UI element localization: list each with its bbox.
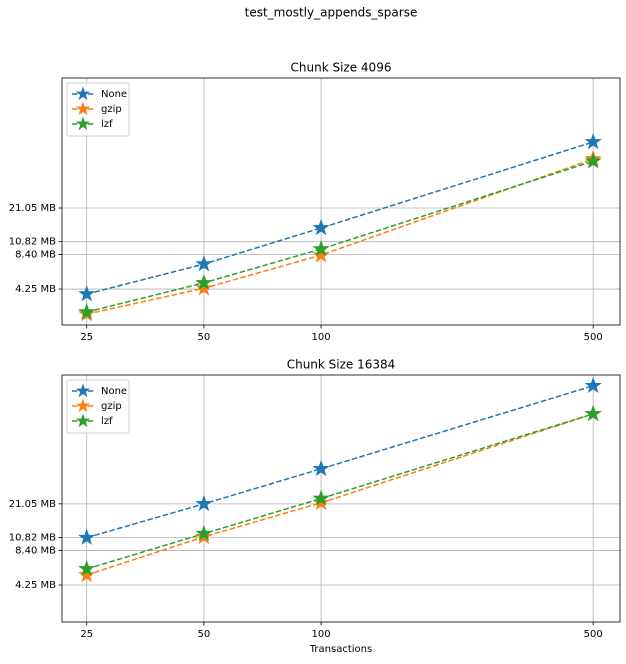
data-point	[195, 279, 213, 296]
data-point	[584, 404, 602, 422]
y-tick-label: 8.40 MB	[15, 545, 56, 556]
series-line	[86, 385, 594, 539]
data-point	[312, 246, 330, 263]
data-point	[78, 285, 96, 302]
legend-label: lzf	[101, 119, 113, 130]
data-point	[312, 489, 330, 506]
series-line	[86, 413, 594, 576]
y-tick-label: 8.40 MB	[15, 250, 56, 261]
y-tick-label: 10.82 MB	[9, 533, 56, 544]
x-tick-label: 100	[312, 629, 331, 640]
legend-marker	[75, 101, 91, 116]
data-point	[312, 239, 330, 257]
series-line	[86, 160, 594, 313]
legend-marker	[75, 413, 91, 428]
series-line	[86, 413, 594, 570]
plot-frame	[61, 77, 621, 326]
x-tick-label: 50	[198, 629, 211, 640]
data-point	[584, 132, 602, 150]
subplot-title: Chunk Size 4096	[291, 61, 392, 75]
legend-marker	[75, 116, 91, 131]
legend-label: None	[101, 386, 127, 397]
data-point	[78, 303, 96, 320]
data-point	[195, 524, 213, 541]
data-point	[312, 218, 330, 236]
x-tick-label: 25	[80, 629, 93, 640]
y-tick-label: 4.25 MB	[15, 580, 56, 591]
data-point	[584, 152, 602, 169]
y-tick-label: 21.05 MB	[9, 499, 56, 510]
x-tick-label: 50	[198, 332, 211, 343]
data-point	[78, 528, 96, 545]
x-axis-label: Transactions	[309, 644, 372, 655]
y-tick-label: 4.25 MB	[15, 284, 56, 295]
x-tick-label: 100	[312, 332, 331, 343]
y-tick-label: 10.82 MB	[9, 237, 56, 248]
legend-label: gzip	[101, 401, 122, 412]
legend-label: None	[101, 89, 127, 100]
legend-marker	[75, 383, 91, 398]
figure-title: test_mostly_appends_sparse	[245, 6, 418, 20]
series-line	[86, 158, 594, 315]
plot-frame	[61, 374, 621, 623]
data-point	[78, 559, 96, 577]
data-point	[584, 376, 602, 394]
x-tick-label: 500	[584, 629, 603, 640]
data-point	[78, 565, 96, 583]
data-point	[195, 273, 213, 291]
data-point	[312, 459, 330, 477]
x-tick-label: 25	[80, 332, 93, 343]
subplot-title: Chunk Size 16384	[287, 358, 396, 372]
data-point	[195, 255, 213, 272]
legend-marker	[75, 86, 91, 101]
y-tick-label: 21.05 MB	[9, 203, 56, 214]
x-tick-label: 500	[584, 332, 603, 343]
legend-label: gzip	[101, 104, 122, 115]
series-line	[86, 141, 594, 295]
data-point	[195, 494, 213, 512]
legend-label: lzf	[101, 416, 113, 427]
legend-marker	[75, 398, 91, 413]
